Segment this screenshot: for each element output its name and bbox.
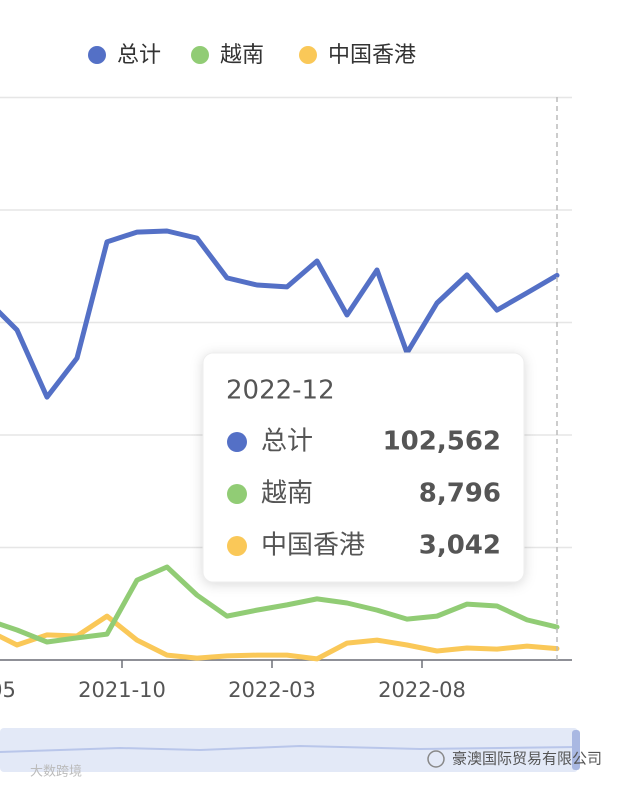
tooltip-box xyxy=(202,352,525,583)
legend-label: 总计 xyxy=(117,43,161,68)
tooltip-name: 中国香港 xyxy=(261,531,365,561)
tooltip-value: 3,042 xyxy=(419,531,501,561)
watermark: 大数跨境 xyxy=(30,765,82,780)
tooltip-marker xyxy=(227,432,247,452)
data-zoom-preview xyxy=(0,744,579,753)
x-tick-label: 2021-05 xyxy=(0,678,16,702)
x-tick-label: 2022-03 xyxy=(228,678,316,702)
tooltip-name: 总计 xyxy=(261,427,313,457)
series-line xyxy=(0,564,560,645)
legend-marker xyxy=(191,46,209,64)
legend: 总计 越南 中国香港 xyxy=(88,43,416,68)
data-zoom-slider[interactable] xyxy=(0,728,578,772)
tooltip: 2022-12 总计 102,562 越南 8,796 中国香港 3,042 xyxy=(202,352,525,583)
tooltip-title: 2022-12 xyxy=(226,376,335,406)
watermark-icon xyxy=(427,750,445,768)
tooltip-marker xyxy=(227,536,247,556)
x-tick-label: 2021-10 xyxy=(78,678,166,702)
data-zoom-handle[interactable] xyxy=(572,730,580,770)
tooltip-value: 102,562 xyxy=(383,427,501,457)
series-line xyxy=(0,228,560,400)
tooltip-marker xyxy=(227,484,247,504)
legend-label: 越南 xyxy=(220,43,264,68)
x-tick-label: 2022-08 xyxy=(378,678,466,702)
watermark: 豪澳国际贸易有限公司 xyxy=(452,750,602,768)
tooltip-value: 8,796 xyxy=(419,479,501,509)
legend-marker xyxy=(299,46,317,64)
tooltip-name: 越南 xyxy=(261,479,313,509)
legend-marker xyxy=(88,46,106,64)
plot: 2021-05 2021-10 2022-03 2022-08 xyxy=(0,96,572,702)
legend-label: 中国香港 xyxy=(328,43,416,68)
series-line xyxy=(0,613,560,662)
